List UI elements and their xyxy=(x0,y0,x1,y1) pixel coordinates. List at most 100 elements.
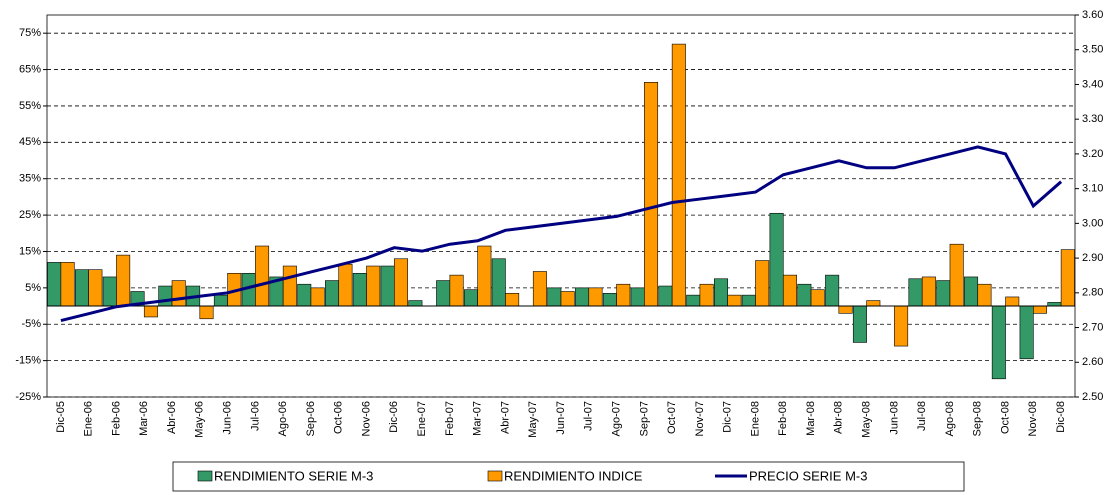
x-tick-label: Ago-07 xyxy=(610,401,622,436)
y-tick-label: -25% xyxy=(15,391,41,403)
x-tick-label: Mar-07 xyxy=(472,401,484,436)
bar xyxy=(810,289,825,307)
bar xyxy=(1033,305,1048,314)
bar xyxy=(727,294,742,307)
x-tick-label: May-06 xyxy=(194,401,206,438)
y-tick-label: 35% xyxy=(19,173,41,185)
x-tick-label: Ene-08 xyxy=(749,401,761,436)
bar xyxy=(769,212,784,307)
bar xyxy=(477,245,492,307)
bar xyxy=(491,258,506,307)
bar xyxy=(949,243,964,307)
x-tick-label: Feb-07 xyxy=(444,401,456,436)
bar xyxy=(505,293,520,307)
x-tick-label: Sep-07 xyxy=(638,401,650,436)
x-tick-label: Jun-07 xyxy=(555,401,567,435)
bar xyxy=(588,287,603,307)
bar xyxy=(894,305,909,347)
bar xyxy=(1047,302,1062,307)
x-tick-label: Jun-08 xyxy=(888,401,900,435)
bar xyxy=(575,287,590,307)
bar xyxy=(560,291,575,307)
bar xyxy=(1060,249,1075,307)
bar xyxy=(991,305,1006,380)
bar xyxy=(199,305,214,320)
y2-tick-label: 3.30 xyxy=(1082,113,1103,125)
bar xyxy=(325,280,340,307)
y-tick-label: 25% xyxy=(19,209,41,221)
bar xyxy=(797,283,812,307)
bar xyxy=(921,276,936,307)
legend-swatch xyxy=(197,470,213,482)
x-tick-label: Jun-06 xyxy=(222,401,234,435)
bar xyxy=(436,280,451,307)
bar xyxy=(644,82,659,307)
x-tick-label: Nov-06 xyxy=(360,401,372,436)
bar xyxy=(116,254,131,307)
bar xyxy=(741,294,756,307)
bar xyxy=(213,294,228,307)
bar xyxy=(852,305,867,343)
x-tick-label: Dic-07 xyxy=(722,401,734,433)
bar xyxy=(838,305,853,314)
legend-label: PRECIO SERIE M-3 xyxy=(749,468,867,483)
bar xyxy=(686,294,701,307)
bar xyxy=(171,280,186,307)
x-tick-label: Dic-06 xyxy=(388,401,400,433)
bar xyxy=(366,265,381,307)
x-tick-label: Oct-06 xyxy=(333,401,345,434)
legend-label: RENDIMIENTO SERIE M-3 xyxy=(214,468,373,483)
bar xyxy=(74,269,89,307)
bar xyxy=(47,262,62,307)
legend-label: RENDIMIENTO INDICE xyxy=(504,468,643,483)
bar xyxy=(908,278,923,307)
bar xyxy=(547,287,562,307)
x-tick-label: Oct-07 xyxy=(666,401,678,434)
x-tick-label: Dic-08 xyxy=(1055,401,1067,433)
bar xyxy=(630,287,645,307)
bar xyxy=(699,283,714,307)
x-tick-label: Ago-06 xyxy=(277,401,289,436)
bar xyxy=(616,283,631,307)
bar xyxy=(936,280,951,307)
x-tick-label: Mar-08 xyxy=(805,401,817,436)
bar xyxy=(88,269,103,307)
legend-box xyxy=(172,461,965,492)
bar xyxy=(671,43,686,307)
x-tick-label: Ene-07 xyxy=(416,401,428,436)
bar xyxy=(825,274,840,307)
x-tick-label: Ago-08 xyxy=(944,401,956,436)
bar xyxy=(60,262,75,307)
y2-tick-label: 3.20 xyxy=(1082,148,1103,160)
bar xyxy=(310,287,325,307)
x-tick-label: Abr-06 xyxy=(166,401,178,434)
bar xyxy=(463,289,478,307)
bar xyxy=(255,245,270,307)
bar xyxy=(866,300,881,307)
bar xyxy=(158,285,173,307)
y2-tick-label: 3.10 xyxy=(1082,183,1103,195)
y2-tick-label: 2.70 xyxy=(1082,321,1103,333)
bar xyxy=(977,283,992,307)
y-tick-label: 75% xyxy=(19,27,41,39)
x-tick-label: Ene-06 xyxy=(83,401,95,436)
bar xyxy=(532,271,547,307)
price-line xyxy=(60,145,1063,323)
y2-tick-label: 3.60 xyxy=(1082,9,1103,21)
y-tick-label: 65% xyxy=(19,63,41,75)
x-tick-label: Jul-06 xyxy=(249,401,261,431)
y2-tick-label: 3.40 xyxy=(1082,78,1103,90)
x-tick-label: Nov-07 xyxy=(694,401,706,436)
y2-tick-label: 3.00 xyxy=(1082,217,1103,229)
y2-tick-label: 3.50 xyxy=(1082,44,1103,56)
bar xyxy=(338,263,353,307)
y2-tick-label: 2.80 xyxy=(1082,287,1103,299)
bar xyxy=(297,283,312,307)
x-tick-label: Abr-07 xyxy=(499,401,511,434)
x-tick-label: Jul-08 xyxy=(916,401,928,431)
plot-frame xyxy=(46,14,1076,398)
y2-tick-label: 2.60 xyxy=(1082,356,1103,368)
y2-tick-label: 2.90 xyxy=(1082,252,1103,264)
x-tick-label: Mar-06 xyxy=(138,401,150,436)
bar xyxy=(408,300,423,307)
